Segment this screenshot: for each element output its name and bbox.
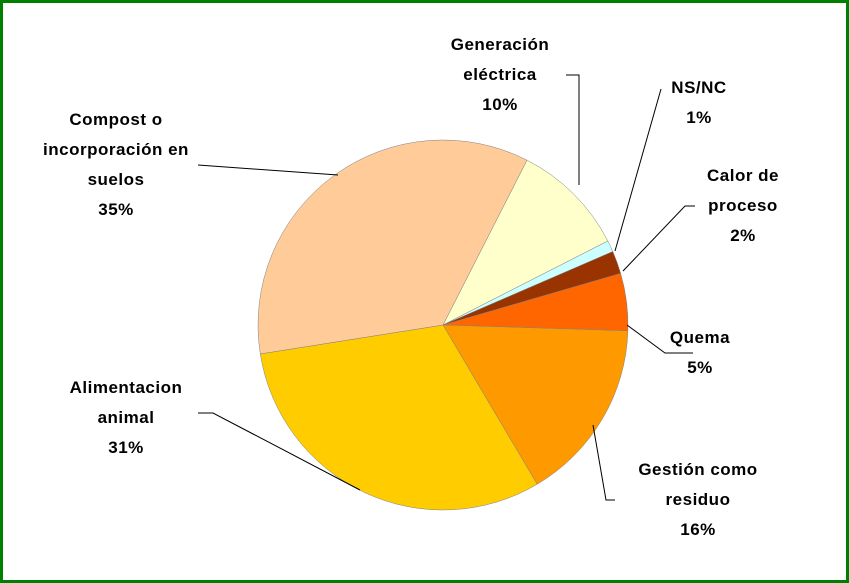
pie-slice bbox=[442, 159, 609, 326]
leader-line bbox=[622, 205, 695, 272]
slice-label: Compost o incorporación en suelos 35% bbox=[43, 110, 189, 219]
slice-label: Calor de proceso 2% bbox=[706, 166, 780, 245]
slice-label: Generación eléctrica 10% bbox=[450, 35, 550, 114]
slice-label: Gestión como residuo 16% bbox=[638, 460, 758, 539]
slice-label: Alimentacion animal 31% bbox=[69, 378, 183, 457]
pie-slice bbox=[257, 139, 528, 355]
leader-line bbox=[614, 88, 662, 252]
slice-label: NS/NC 1% bbox=[671, 78, 727, 127]
pie-slice bbox=[259, 324, 538, 511]
slice-label: Quema 5% bbox=[669, 328, 731, 377]
chart bbox=[197, 74, 695, 511]
leader-line bbox=[592, 424, 615, 501]
leader-line bbox=[566, 74, 580, 185]
leader-line bbox=[198, 412, 361, 491]
leader-line bbox=[197, 164, 339, 176]
pie-slice bbox=[442, 324, 629, 485]
leader-line bbox=[626, 324, 693, 354]
